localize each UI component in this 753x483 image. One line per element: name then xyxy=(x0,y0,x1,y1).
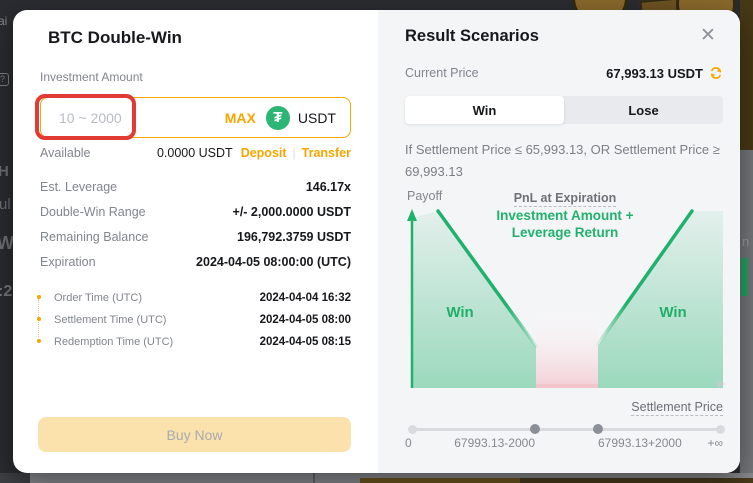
scale-dot-max xyxy=(716,425,725,434)
payout-formula-line1: Investment Amount + xyxy=(496,208,634,223)
close-icon[interactable]: ✕ xyxy=(700,25,716,46)
investment-amount-box: MAX ₮ USDT xyxy=(40,97,351,138)
scale-tick: 67993.13+2000 xyxy=(598,436,682,450)
investment-amount-label: Investment Amount xyxy=(40,70,143,84)
payoff-axis-label: Payoff xyxy=(407,189,443,203)
modal-title: BTC Double-Win xyxy=(48,28,182,47)
detail-label: Double-Win Range xyxy=(40,205,146,219)
timeline-dot xyxy=(37,339,41,343)
price-scale-track xyxy=(412,428,720,431)
payoff-line-right xyxy=(596,209,694,346)
bg-divider xyxy=(313,473,315,483)
bg-gold-bar xyxy=(360,478,520,483)
detail-value: 2024-04-05 08:00:00 (UTC) xyxy=(196,255,351,269)
scale-tick: 67993.13-2000 xyxy=(454,436,535,450)
y-axis-arrow xyxy=(407,209,417,221)
scale-tick: 0 xyxy=(405,436,412,450)
available-value: 0.0000 USDT xyxy=(156,146,233,160)
annotation-highlight xyxy=(35,94,136,140)
x-axis-arrow xyxy=(717,380,725,388)
deposit-link[interactable]: Deposit xyxy=(240,146,287,160)
scale-dot-lower-bound xyxy=(530,424,540,434)
refresh-icon[interactable] xyxy=(709,66,723,80)
currency-label: USDT xyxy=(297,109,336,126)
bg-sliver xyxy=(740,150,753,473)
scale-dot-upper-bound xyxy=(593,424,603,434)
current-price-value: 67,993.13 USDT xyxy=(606,65,703,81)
result-scenarios-title: Result Scenarios xyxy=(405,27,539,45)
payoff-chart xyxy=(407,209,725,388)
win-label-right: Win xyxy=(659,304,687,321)
tether-icon: ₮ xyxy=(265,105,290,130)
bg-text-fragment: H xyxy=(0,163,9,180)
detail-value: 196,792.3759 USDT xyxy=(237,230,351,244)
bg-text-fragment: n xyxy=(742,234,750,249)
payout-formula-line2: Leverage Return xyxy=(511,225,619,240)
tab-win[interactable]: Win xyxy=(405,96,564,124)
payoff-line-left xyxy=(436,209,538,348)
bg-text-fragment: ul xyxy=(0,196,11,213)
current-price-label: Current Price xyxy=(405,66,479,80)
pnl-at-expiration-label: PnL at Expiration xyxy=(513,191,617,207)
timeline-label: Redemption Time (UTC) xyxy=(54,335,174,348)
bg-sliver xyxy=(740,0,753,150)
timeline-value: 2024-04-04 16:32 xyxy=(259,291,351,304)
max-button[interactable]: MAX xyxy=(224,109,256,126)
detail-label: Remaining Balance xyxy=(40,230,149,244)
help-icon: ? xyxy=(0,73,9,86)
scale-tick: +∞ xyxy=(707,436,723,450)
bg-text-fragment: W xyxy=(0,233,14,253)
detail-label: Est. Leverage xyxy=(40,180,118,194)
timeline-value: 2024-04-05 08:00 xyxy=(259,313,351,326)
bg-text-fragment: ai xyxy=(0,14,8,28)
settlement-price-label: Settlement Price xyxy=(631,400,723,416)
detail-value: 146.17x xyxy=(305,180,351,194)
timeline-dot xyxy=(37,317,41,321)
tab-lose[interactable]: Lose xyxy=(628,102,659,118)
investment-amount-input[interactable] xyxy=(57,108,225,127)
timeline-value: 2024-04-05 08:15 xyxy=(259,335,351,348)
win-lose-tabs: Win Lose xyxy=(405,96,723,124)
timeline-label: Order Time (UTC) xyxy=(54,291,142,304)
condition-text: If Settlement Price ≤ 65,993.13, OR Sett… xyxy=(405,142,720,179)
buy-now-button[interactable]: Buy Now xyxy=(38,417,351,452)
transfer-link[interactable]: Transfer xyxy=(301,146,351,160)
timeline-label: Settlement Time (UTC) xyxy=(54,313,167,326)
available-label: Available xyxy=(40,146,91,160)
scale-dot-min xyxy=(408,425,417,434)
detail-label: Expiration xyxy=(40,255,96,269)
win-label-left: Win xyxy=(446,304,474,321)
win-area-right xyxy=(598,211,723,388)
lose-area xyxy=(536,305,598,388)
link-divider: | xyxy=(292,146,296,160)
lose-area-base xyxy=(536,384,598,388)
detail-value: +/- 2,000.0000 USDT xyxy=(232,205,351,219)
bg-button-fragment xyxy=(741,258,748,296)
win-area-left xyxy=(412,211,536,388)
bg-gold-bar xyxy=(520,478,753,483)
timeline-dot xyxy=(37,295,41,299)
bg-text-fragment: :2 xyxy=(0,283,13,300)
